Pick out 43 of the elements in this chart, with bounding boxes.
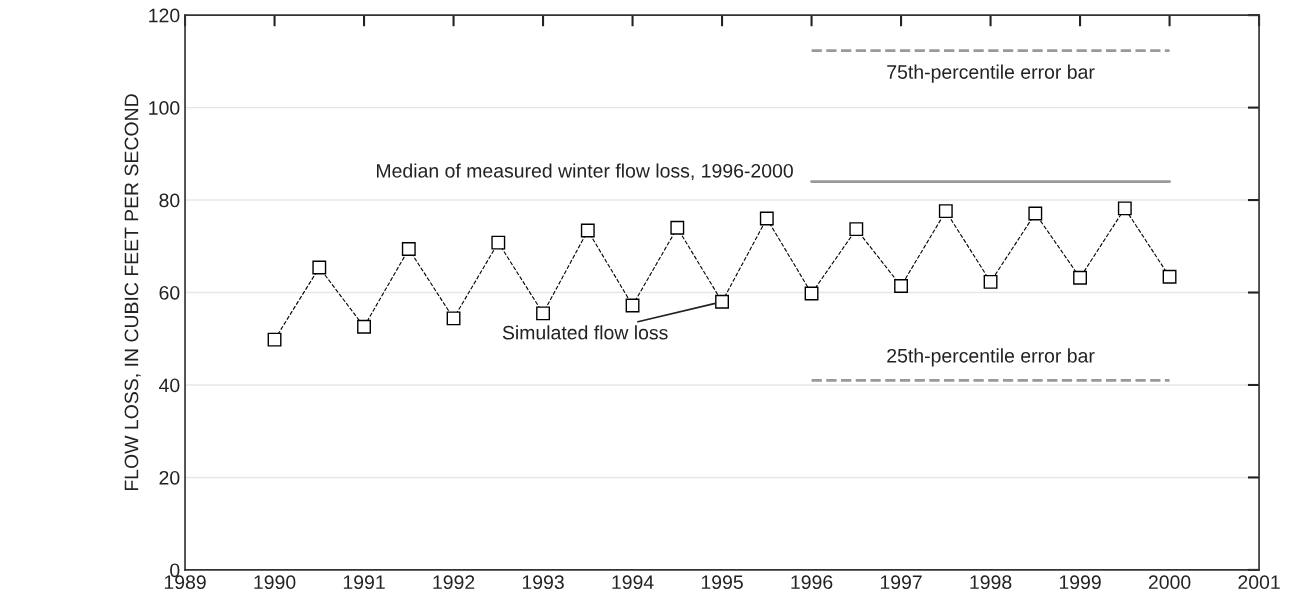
point [894, 279, 909, 293]
point [1073, 270, 1088, 285]
point [938, 204, 953, 219]
point [1028, 206, 1043, 221]
x-tick-label: 1996 [791, 575, 833, 590]
point [983, 274, 998, 289]
point [670, 220, 685, 235]
y-tick-label: 20 [159, 470, 180, 485]
point [446, 311, 461, 326]
x-tick-label: 1993 [522, 575, 564, 590]
x-tick-label: 1999 [1059, 575, 1101, 590]
y-tick-label: 60 [159, 285, 180, 300]
x-tick-label: 1995 [701, 575, 743, 590]
x-tick-label: 1990 [254, 575, 296, 590]
point [804, 286, 819, 301]
point [491, 235, 506, 250]
point [401, 242, 416, 257]
x-tick-label: 1998 [970, 575, 1012, 590]
x-tick-label: 1994 [612, 575, 654, 590]
point [580, 223, 595, 238]
annotation: Median of measured winter flow loss, 1996-2000 [377, 163, 793, 181]
point [849, 222, 864, 237]
y-tick-label: 100 [149, 101, 180, 115]
x-tick-label: 2001 [1238, 575, 1280, 590]
point [536, 306, 550, 321]
point [267, 332, 282, 347]
y-tick-label: 120 [149, 8, 180, 23]
y-tick-label: 40 [159, 378, 180, 393]
point [1162, 269, 1177, 284]
annotation: Simulated flow loss [502, 325, 668, 340]
y-axis-title: FLOW LOSS, IN CUBIC FEET PER SECOND [124, 94, 141, 491]
annotation: 25th-percentile error bar [887, 348, 1095, 367]
y-tick-label: 80 [159, 193, 180, 208]
x-tick-label: 1991 [343, 575, 385, 590]
x-tick-label: 2000 [1148, 575, 1191, 590]
point [715, 294, 729, 309]
annotation: 75th-percentile error bar [887, 64, 1095, 83]
point [357, 319, 371, 334]
x-tick-label: 1997 [880, 575, 922, 590]
point [312, 260, 327, 275]
x-tick-label: 1992 [433, 575, 475, 590]
point [1117, 201, 1132, 216]
point [759, 211, 774, 226]
